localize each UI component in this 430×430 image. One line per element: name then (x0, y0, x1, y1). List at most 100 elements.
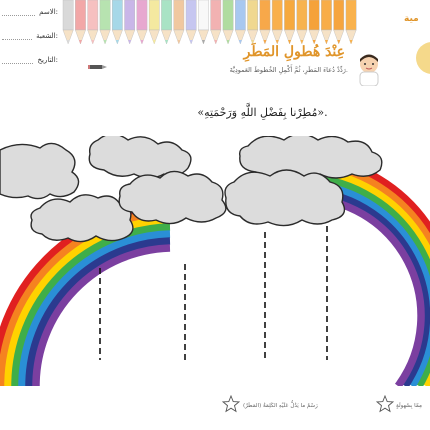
pencil-body (210, 0, 222, 31)
pencil-icon (88, 65, 107, 69)
pencil-body (198, 0, 209, 31)
pencil-lead (349, 40, 353, 44)
pencil-lead (177, 40, 181, 44)
pencil-body (148, 0, 160, 31)
corner-decoration (416, 42, 430, 74)
pencil-lead (238, 40, 242, 44)
footer-right-text: مِمّا بِسُهولَةٍ (396, 403, 422, 409)
class-label: الشعبة: (36, 32, 58, 40)
date-label: التاريخ: (37, 56, 58, 64)
pencil-lead (66, 40, 70, 44)
pencil-lead (128, 40, 132, 44)
pencil-body (345, 0, 357, 31)
pencil-tip (173, 29, 185, 45)
lesson-instruction: رَدِّدْ دُعاءَ المَطَرِ، ثُمَّ أَكْمِلِ … (229, 66, 348, 74)
pencil-body (124, 0, 136, 31)
pencil-body (112, 0, 123, 31)
pencil-lead (226, 40, 230, 44)
date-line[interactable] (2, 55, 34, 64)
pencil-tip (75, 29, 86, 45)
pencil-tip (62, 29, 74, 45)
pencil-tip (308, 29, 320, 45)
pencil-body (259, 0, 271, 31)
cloud-top-right (238, 136, 383, 179)
pencil-lead (263, 40, 267, 44)
pencil-body (173, 0, 185, 31)
cloud-middle-left (30, 194, 134, 243)
rainbow-band (32, 244, 171, 386)
footer-left-text: رَسْمُ ما يَدُلُّ عَلَيْهِ الكَلِمَةُ (ا… (243, 403, 318, 409)
colored-pencils-strip (62, 0, 357, 45)
corner-label: مية (404, 14, 419, 24)
pencil-body (296, 0, 308, 31)
star-icon (222, 395, 240, 413)
pencil-body (321, 0, 332, 31)
pencil-lead (275, 40, 279, 44)
pencil-lead (288, 40, 292, 44)
pencil-tip (271, 29, 283, 45)
pencil-tip (259, 29, 271, 45)
pencil-tip (284, 29, 295, 45)
cloud-left (0, 142, 80, 200)
lesson-title: عِنْدَ هُطولِ المَطَرِ (243, 44, 345, 60)
pencil-lead (201, 40, 205, 44)
pencil-lead (324, 40, 328, 44)
pencil-tip (148, 29, 160, 45)
dashed-guide-lines (99, 226, 328, 360)
pencil-body (222, 0, 234, 31)
pencil-body (99, 0, 111, 31)
pencil-tip (124, 29, 136, 45)
pencil-tip (185, 29, 197, 45)
pencil-tip (136, 29, 148, 45)
pencil-lead (78, 40, 82, 44)
pencil-body (161, 0, 172, 31)
cloud-middle (118, 170, 227, 225)
pencil-lead (251, 40, 255, 44)
pencil-tip (321, 29, 332, 45)
date-field[interactable]: التاريخ: (2, 50, 58, 64)
pencil-tip (198, 29, 209, 45)
rainbow-band (0, 209, 171, 386)
pencil-body (136, 0, 148, 31)
pencil-tip (234, 29, 246, 45)
pencil-tip (345, 29, 357, 45)
rainbow-band (18, 230, 171, 386)
rainbow-band (299, 173, 430, 386)
pencil-body (333, 0, 345, 31)
child-avatar (359, 54, 379, 86)
pencil-body (284, 0, 295, 31)
name-label: الاسم: (39, 8, 58, 16)
pencil-group (62, 0, 357, 45)
pencil-lead (115, 40, 119, 44)
pencil-tip (161, 29, 172, 45)
class-line[interactable] (2, 31, 33, 40)
pencil-lead (189, 40, 193, 44)
star-icon (376, 395, 394, 413)
pencil-lead (165, 40, 169, 44)
pencil-tip (247, 29, 259, 45)
pencil-tip (333, 29, 345, 45)
pencil-lead (152, 40, 156, 44)
pencil-lead (337, 40, 341, 44)
pencil-body (185, 0, 197, 31)
pencil-lead (103, 40, 107, 44)
pencil-tip (111, 29, 123, 45)
rainbow-band (11, 223, 171, 386)
pencil-tip (87, 29, 99, 45)
pencil-lead (140, 40, 144, 44)
pencil-tip (222, 29, 234, 45)
pencil-tip (210, 29, 222, 45)
pencil-body (62, 0, 74, 31)
name-line[interactable] (2, 7, 36, 16)
pencil-body (75, 0, 86, 31)
pencil-body (308, 0, 320, 31)
pencil-lead (91, 40, 95, 44)
pencil-body (271, 0, 283, 31)
cloud-right-middle (224, 169, 346, 227)
name-field[interactable]: الاسم: (2, 2, 58, 16)
class-field[interactable]: الشعبة: (2, 26, 58, 40)
pencil-body (87, 0, 99, 31)
pencil-lead (312, 40, 316, 44)
rainbow-band (4, 216, 171, 386)
pencil-body (247, 0, 259, 31)
